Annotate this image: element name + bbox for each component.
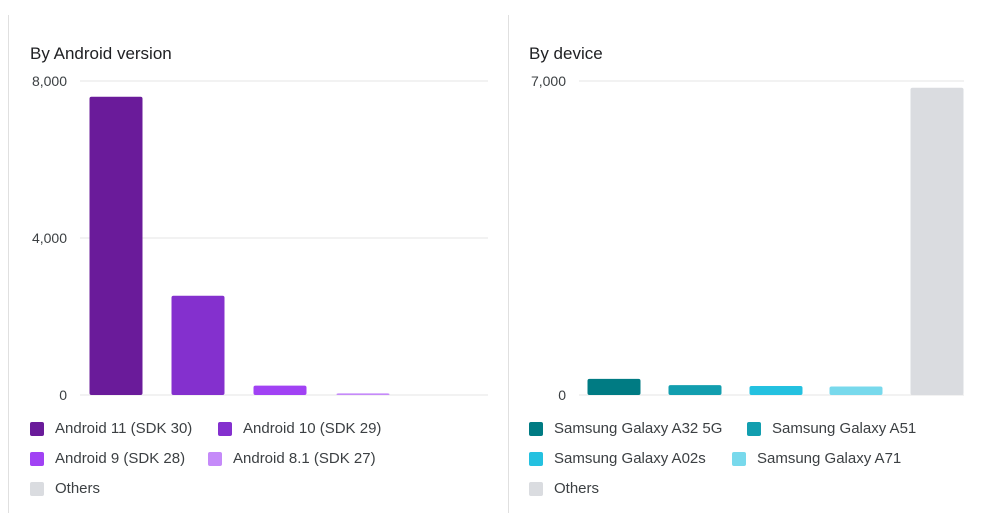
panel-divider xyxy=(508,15,509,513)
bar[interactable] xyxy=(253,385,307,395)
bar[interactable] xyxy=(171,295,225,395)
android-version-panel: By Android version 0 4,000 8,000 Android 1… xyxy=(30,0,490,513)
legend-item[interactable]: Samsung Galaxy A32 5G xyxy=(529,420,722,437)
legend-label: Samsung Galaxy A02s xyxy=(554,450,706,467)
legend-label: Samsung Galaxy A51 xyxy=(772,420,917,437)
legend-swatch xyxy=(30,451,44,466)
y-tick-label: 8,000 xyxy=(32,73,67,89)
legend-swatch xyxy=(529,451,543,466)
legend-swatch xyxy=(529,481,543,496)
legend-item[interactable]: Others xyxy=(529,480,599,497)
left-border xyxy=(8,15,9,513)
y-tick-label: 4,000 xyxy=(32,230,67,246)
legend-swatch xyxy=(747,421,761,436)
legend-item[interactable]: Samsung Galaxy A51 xyxy=(747,420,916,437)
legend-label: Android 10 (SDK 29) xyxy=(243,420,382,437)
bar[interactable] xyxy=(749,386,803,395)
legend-item[interactable]: Samsung Galaxy A71 xyxy=(732,450,901,467)
legend-label: Others xyxy=(554,480,600,497)
legend-item[interactable]: Android 9 (SDK 28) xyxy=(30,450,185,467)
bar[interactable] xyxy=(336,393,390,395)
legend-item[interactable]: Android 8.1 (SDK 27) xyxy=(208,450,376,467)
y-tick-label: 0 xyxy=(59,387,67,403)
bar[interactable] xyxy=(89,96,143,395)
legend-label: Android 9 (SDK 28) xyxy=(55,450,186,467)
legend-item[interactable]: Others xyxy=(30,480,100,497)
legend-swatch xyxy=(732,451,746,466)
legend-item[interactable]: Android 11 (SDK 30) xyxy=(30,420,192,437)
bar[interactable] xyxy=(829,386,883,395)
y-tick-label: 0 xyxy=(558,387,566,403)
legend-swatch xyxy=(208,451,222,466)
device-panel: By device 0 7,000 Samsung Galaxy A32 5G Sa… xyxy=(529,0,979,513)
legend-label: Android 11 (SDK 30) xyxy=(55,420,193,437)
legend-swatch xyxy=(529,421,543,436)
legend-label: Android 8.1 (SDK 27) xyxy=(233,450,376,467)
legend-swatch xyxy=(218,421,232,436)
legend-item[interactable]: Android 10 (SDK 29) xyxy=(218,420,381,437)
chart-title: By Android version xyxy=(30,44,172,63)
bar[interactable] xyxy=(587,378,641,395)
bar[interactable] xyxy=(910,87,964,395)
chart-title: By device xyxy=(529,44,603,63)
device-chart: 0 7,000 xyxy=(531,73,964,403)
android-version-chart: 0 4,000 8,000 xyxy=(32,73,488,403)
legend-swatch xyxy=(30,481,44,496)
legend-swatch xyxy=(30,421,44,436)
bar[interactable] xyxy=(668,385,722,395)
legend-label: Samsung Galaxy A71 xyxy=(757,450,902,467)
y-tick-label: 7,000 xyxy=(531,73,566,89)
legend-label: Samsung Galaxy A32 5G xyxy=(554,420,723,437)
legend-item[interactable]: Samsung Galaxy A02s xyxy=(529,450,706,467)
legend-label: Others xyxy=(55,480,101,497)
